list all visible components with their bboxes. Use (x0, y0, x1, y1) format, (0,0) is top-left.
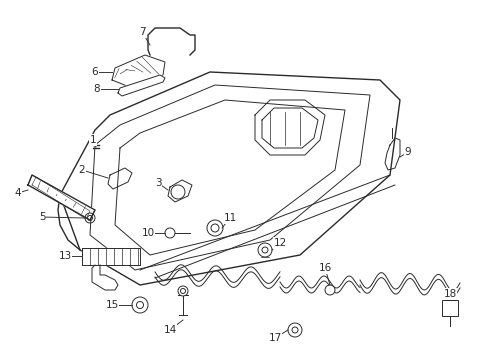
Text: 15: 15 (105, 300, 119, 310)
Circle shape (206, 220, 223, 236)
Text: 2: 2 (79, 165, 85, 175)
Text: 3: 3 (154, 178, 161, 188)
Text: 13: 13 (58, 251, 71, 261)
Circle shape (132, 297, 148, 313)
Text: 11: 11 (223, 213, 236, 223)
Text: 4: 4 (15, 188, 21, 198)
Circle shape (325, 285, 334, 295)
Text: 6: 6 (92, 67, 98, 77)
Text: 5: 5 (39, 212, 45, 222)
Text: 7: 7 (139, 27, 145, 37)
Text: 12: 12 (273, 238, 286, 248)
Circle shape (287, 323, 302, 337)
Text: 14: 14 (163, 325, 176, 335)
Polygon shape (60, 72, 399, 285)
Text: 9: 9 (404, 147, 410, 157)
Polygon shape (112, 55, 164, 88)
Polygon shape (441, 300, 457, 316)
Text: 16: 16 (318, 263, 331, 273)
Circle shape (258, 243, 271, 257)
Text: 1: 1 (89, 135, 96, 145)
Polygon shape (118, 75, 164, 96)
Text: 10: 10 (141, 228, 154, 238)
Text: 18: 18 (443, 289, 456, 299)
Text: 17: 17 (268, 333, 281, 343)
Polygon shape (82, 248, 140, 265)
Text: 8: 8 (94, 84, 100, 94)
Circle shape (178, 286, 187, 296)
Polygon shape (28, 175, 95, 220)
